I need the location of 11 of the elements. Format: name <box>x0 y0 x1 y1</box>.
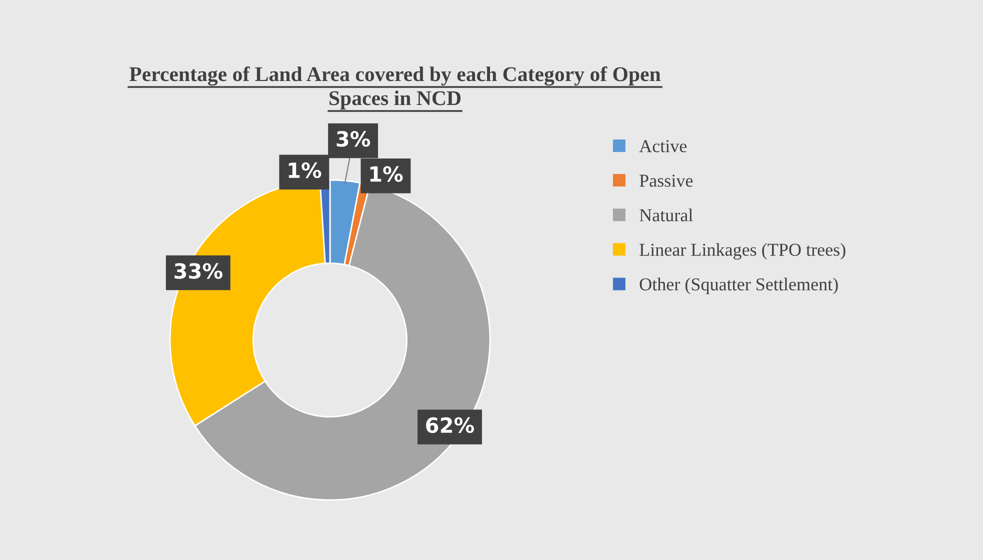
data-label: 33% <box>174 263 222 279</box>
legend-label: Linear Linkages (TPO trees) <box>640 243 846 260</box>
legend-label: Natural <box>640 208 693 222</box>
legend-label: Active <box>639 140 687 152</box>
data-label: 3% <box>336 130 370 147</box>
data-label: 1% <box>370 166 403 182</box>
chart-title: Percentage of Land Area covered by each Category of Open Spaces in NCD <box>129 66 661 110</box>
data-label: 62% <box>426 417 474 434</box>
legend-label: Other (Squatter Settlement) <box>640 278 838 294</box>
data-label: 1% <box>288 162 322 178</box>
legend-label: Passive <box>640 174 693 187</box>
